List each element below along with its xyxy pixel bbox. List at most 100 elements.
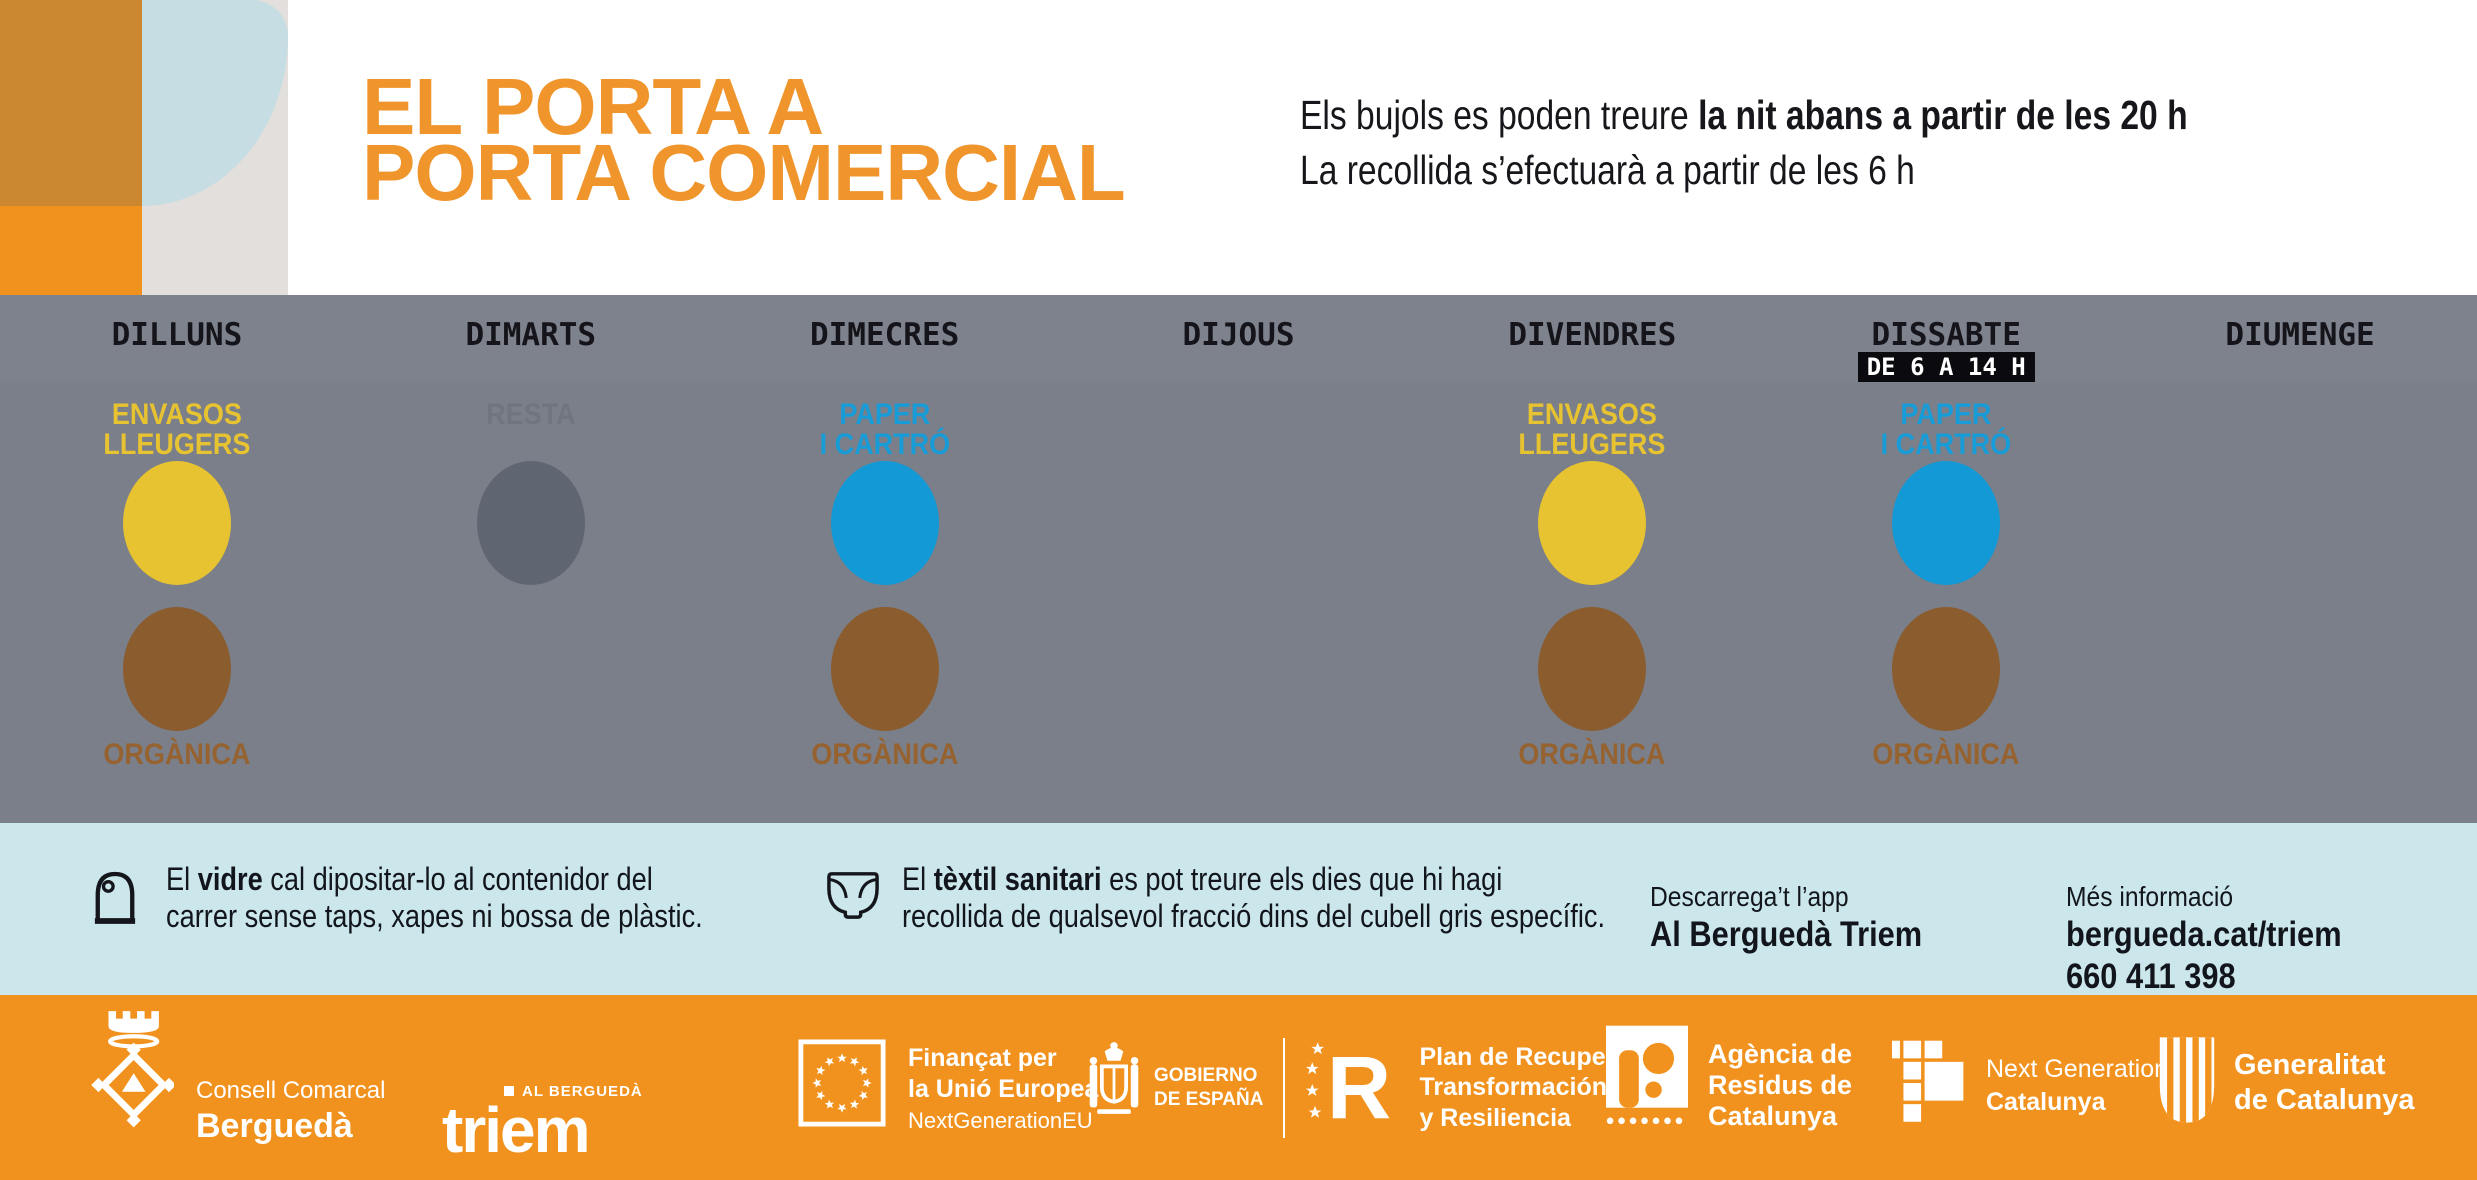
day-label: DIMARTS — [465, 317, 597, 353]
fraction-circle-envasos — [122, 461, 231, 585]
fraction-circle-resta — [476, 461, 585, 585]
day-label: DIUMENGE — [2225, 317, 2375, 353]
fraction-label-organica: ORGÀNICA — [1518, 738, 1666, 771]
footer: Consell Comarcal Berguedà AL BERGUEDÀ tr… — [0, 995, 2477, 1180]
fraction-circle-envasos — [1538, 461, 1647, 585]
note-vidre-bold: vidre — [197, 861, 263, 897]
plan-line2: Transformación — [1419, 1073, 1608, 1102]
triem-square-icon — [504, 1086, 514, 1096]
arc-line1: Agència de — [1708, 1039, 1853, 1069]
eu-line2: la Unió Europea — [908, 1075, 1099, 1104]
agencia-residus-logo: Agència de Residus de Catalunya — [1606, 1025, 1852, 1156]
bergueda-crest-icon — [90, 1009, 177, 1166]
more-info-block: Més informació bergueda.cat/triem 660 41… — [2066, 879, 2342, 998]
agencia-residus-icon — [1606, 1025, 1688, 1156]
day-hours-badge: DE 6 A 14 H — [1857, 352, 2035, 382]
arc-line2: Residus de — [1708, 1070, 1853, 1101]
page-title: EL PORTA A PORTA COMERCIAL — [362, 62, 1126, 217]
fraction-circle-organica — [1892, 607, 2001, 731]
fraction-circle-organica — [122, 607, 231, 731]
more-info-label: Més informació — [2066, 881, 2234, 912]
app-download-label: Descarrega’t l’app — [1650, 881, 1849, 912]
note-vidre: El vidre cal dipositar-lo al contenidor … — [166, 861, 710, 935]
fraction-label-organica: ORGÀNICA — [811, 738, 959, 771]
page-title-line1: EL PORTA A — [362, 62, 824, 151]
gobierno-line2: DE ESPAÑA — [1154, 1088, 1264, 1110]
day-label: DILLUNS — [111, 317, 243, 353]
eu-text: Finançat per la Unió Europea NextGenerat… — [908, 1039, 1098, 1135]
fraction-label-organica: ORGÀNICA — [103, 738, 251, 771]
plan-line3: y Resiliencia — [1419, 1103, 1571, 1132]
next-generation-pixels-icon — [1892, 1039, 1966, 1132]
day-label: DIJOUS — [1182, 317, 1295, 353]
deco-ochre-square — [0, 0, 142, 206]
gobierno-line1: GOBIERNO — [1154, 1064, 1258, 1086]
day-column-dissabte: DISSABTE DE 6 A 14 H PAPER I CARTRÓ ORGÀNI… — [1769, 295, 2123, 823]
ngc-line2: Catalunya — [1986, 1087, 2106, 1116]
eu-funding-logo: Finançat per la Unió Europea NextGenerat… — [798, 1039, 1098, 1135]
fraction-label-envasos: ENVASOS LLEUGERS — [1518, 398, 1666, 461]
triem-tagline-text: AL BERGUEDÀ — [522, 1083, 643, 1100]
day-column-dimarts: DIMARTS RESTA — [354, 295, 708, 823]
fraction-label-paper: PAPER I CARTRÓ — [819, 398, 950, 461]
fraction-circle-organica — [1538, 607, 1647, 731]
day-label: DIMECRES — [809, 317, 960, 353]
day-column-divendres: DIVENDRES ENVASOS LLEUGERS ORGÀNICA — [1415, 295, 1769, 823]
ngc-line1: Next Generation — [1986, 1055, 2169, 1083]
note-textil-post: es pot treure els dies que hi hagi recol… — [902, 861, 1606, 935]
triem-tagline: AL BERGUEDÀ — [504, 1083, 643, 1100]
generalitat-text: Generalitat de Catalunya — [2234, 1048, 2415, 1116]
notice-line1-bold: la nit abans a partir de les 20 h — [1698, 92, 2188, 138]
gobierno-espana-crest-icon — [1086, 1038, 1142, 1137]
diaper-icon — [826, 869, 880, 926]
fraction-circle-paper — [1892, 461, 2001, 585]
note-textil: El tèxtil sanitari es pot treure els die… — [902, 861, 1608, 935]
fraction-circle-paper — [830, 461, 939, 585]
note-vidre-post: cal dipositar-lo al contenidor del carre… — [166, 861, 703, 935]
triem-logo: AL BERGUEDÀ triem — [442, 1083, 643, 1166]
note-textil-bold: tèxtil sanitari — [933, 861, 1102, 897]
notes-band: El vidre cal dipositar-lo al contenidor … — [0, 823, 2477, 998]
fraction-label-resta: RESTA — [486, 398, 576, 431]
fraction-label-paper: PAPER I CARTRÓ — [1880, 398, 2012, 461]
fraction-label-envasos: ENVASOS LLEUGERS — [103, 398, 251, 461]
consell-line2: Berguedà — [196, 1107, 353, 1145]
plan-recuperacion-r-icon: R — [1305, 1035, 1405, 1140]
gobierno-text: GOBIERNO DE ESPAÑA — [1154, 1064, 1263, 1112]
consell-line1: Consell Comarcal — [196, 1077, 386, 1104]
day-label: DISSABTE — [1871, 317, 2021, 353]
collection-notice: Els bujols es poden treure la nit abans … — [1300, 88, 2188, 198]
fraction-label-organica: ORGÀNICA — [1872, 738, 2020, 771]
notice-line1: Els bujols es poden treure la nit abans … — [1300, 88, 2188, 143]
agencia-residus-text: Agència de Residus de Catalunya — [1708, 1025, 1852, 1156]
gobierno-plan-logo: GOBIERNO DE ESPAÑA R Plan de Recuperació… — [1086, 1035, 1688, 1140]
generalitat-line1: Generalitat — [2234, 1049, 2386, 1082]
day-label: DIVENDRES — [1508, 317, 1677, 353]
svg-text:R: R — [1327, 1038, 1391, 1135]
arc-line3: Catalunya — [1708, 1101, 1838, 1132]
next-generation-text: Next Generation Catalunya — [1986, 1053, 2168, 1118]
day-badge-row: DE 6 A 14 H — [1769, 352, 2123, 382]
day-column-diumenge: DIUMENGE — [2123, 295, 2477, 823]
generalitat-catalunya-logo: Generalitat de Catalunya — [2158, 1035, 2415, 1130]
notice-line1-normal: Els bujols es poden treure — [1300, 92, 1699, 138]
eu-line3: NextGenerationEU — [908, 1107, 1093, 1133]
page-title-line2: PORTA COMERCIAL — [362, 127, 1126, 217]
app-download-block: Descarrega’t l’app Al Berguedà Triem — [1650, 879, 1922, 956]
note-vidre-pre: El — [166, 861, 198, 897]
day-column-dimecres: DIMECRES PAPER I CARTRÓ ORGÀNICA — [708, 295, 1062, 823]
app-name: Al Berguedà Triem — [1650, 915, 1923, 954]
triem-wordmark: triem — [442, 1094, 590, 1166]
divider — [1283, 1037, 1286, 1138]
fraction-circle-organica — [830, 607, 939, 731]
next-generation-catalunya-logo: Next Generation Catalunya — [1892, 1039, 2168, 1132]
info-phone: 660 411 398 — [2066, 957, 2236, 996]
info-url: bergueda.cat/triem — [2066, 915, 2342, 954]
weekly-schedule-band: DILLUNS ENVASOS LLEUGERS ORGÀNICA DIMARTS R… — [0, 295, 2477, 823]
day-column-dilluns: DILLUNS ENVASOS LLEUGERS ORGÀNICA — [0, 295, 354, 823]
consell-comarcal-bergueda-logo: Consell Comarcal Berguedà — [90, 1009, 385, 1166]
schedule-grid: DILLUNS ENVASOS LLEUGERS ORGÀNICA DIMARTS R… — [0, 295, 2477, 823]
deco-orange-square — [0, 206, 142, 295]
generalitat-line2: de Catalunya — [2234, 1083, 2415, 1116]
